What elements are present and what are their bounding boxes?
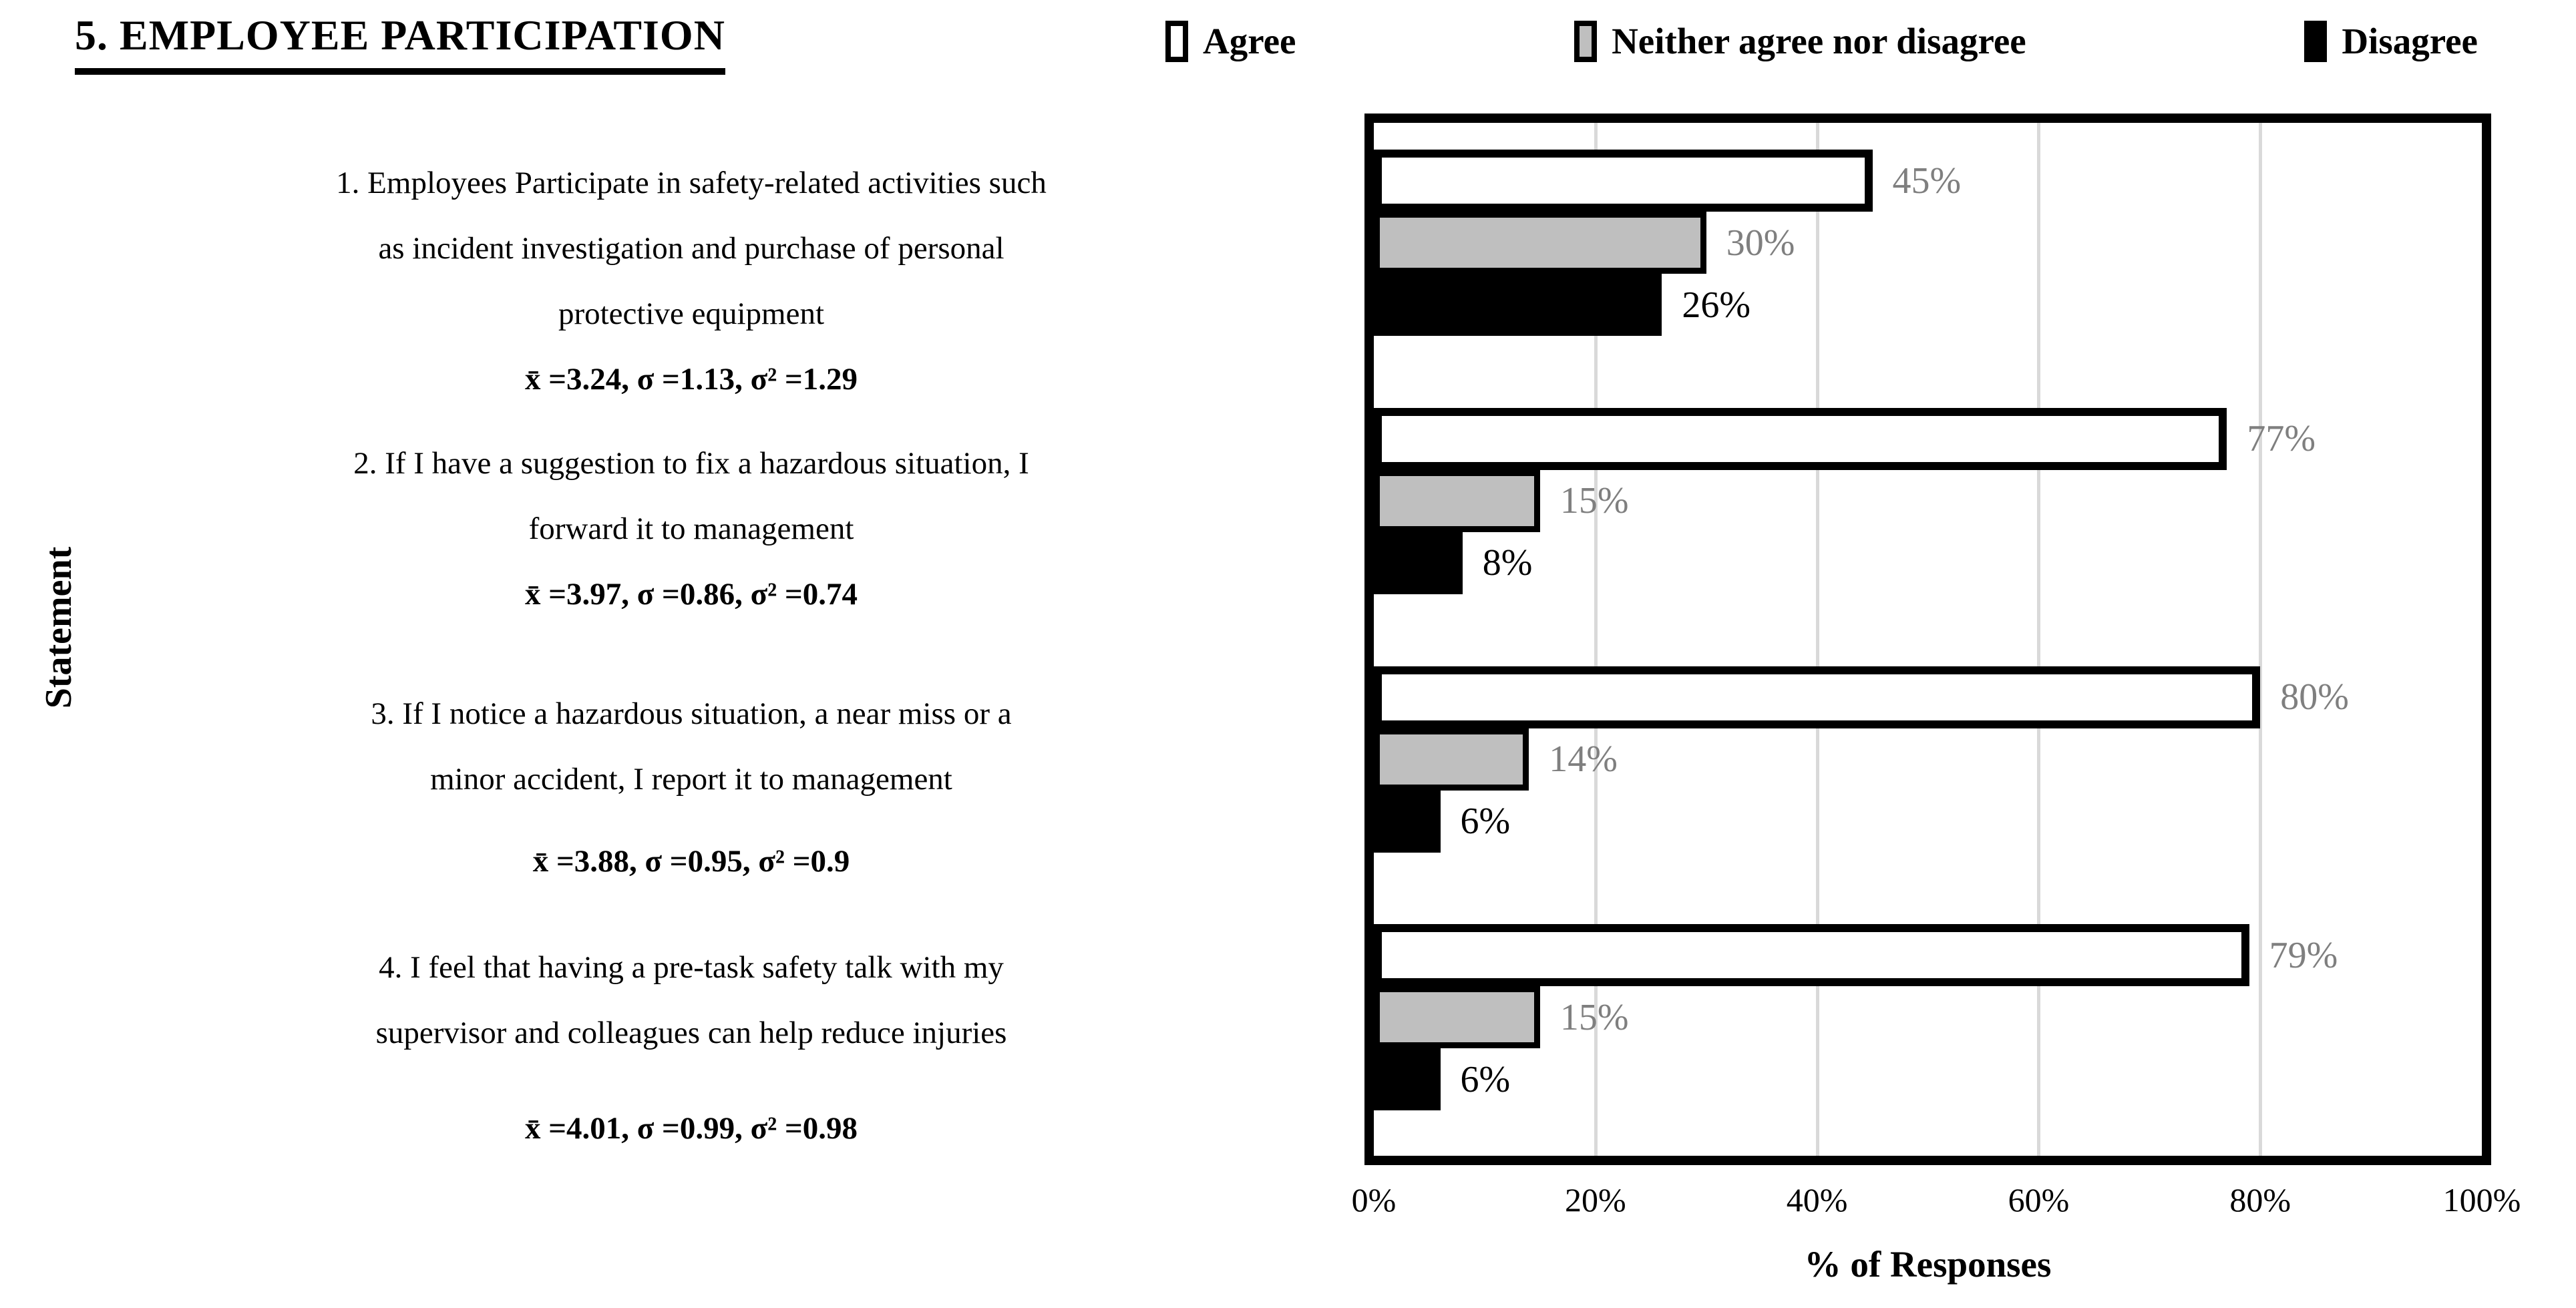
bar-row: 14% — [1374, 728, 2482, 791]
legend-item-0: Agree — [1165, 20, 1296, 62]
legend-item-1: Neither agree nor disagree — [1574, 20, 2026, 62]
x-axis-tick-0pct: 0% — [1351, 1181, 1397, 1219]
statement-line: minor accident, I report it to managemen… — [430, 762, 952, 797]
bar-value-label: 26% — [1682, 284, 1751, 326]
bar-value-label: 30% — [1726, 222, 1795, 264]
bar-row: 80% — [1374, 666, 2482, 728]
bar-agree-1 — [1374, 150, 1873, 212]
legend-label: Agree — [1203, 21, 1296, 61]
legend-swatch-icon — [1574, 20, 1598, 62]
legend-swatch-icon — [2304, 20, 2328, 62]
bar-value-label: 6% — [1460, 801, 1511, 842]
statement-line: protective equipment — [558, 296, 825, 331]
bar-disagree-1 — [1374, 274, 1662, 336]
bar-agree-4 — [1374, 924, 2249, 987]
plot-area: 45% 30% 26% 77% 15% 8% 80% 14% 6% 79% 15% 6% — [1364, 114, 2491, 1165]
x-axis: 0% 20% 40% 60% 80% 100% — [1352, 1180, 2521, 1234]
statement-line: supervisor and colleagues can help reduc… — [375, 1016, 1007, 1050]
statement-stats: x̄ =3.97, σ =0.86, σ² =0.74 — [524, 577, 858, 612]
bar-group-3: 80% 14% 6% — [1374, 640, 2482, 898]
bar-group-2: 77% 15% 8% — [1374, 381, 2482, 640]
statement-line: 4. I feel that having a pre-task safety … — [379, 950, 1004, 985]
x-axis-tick-80pct: 80% — [2229, 1181, 2291, 1219]
statement-line: 1. Employees Participate in safety-relat… — [336, 166, 1047, 200]
bar-group-1: 45% 30% 26% — [1374, 123, 2482, 381]
bar-disagree-4 — [1374, 1048, 1441, 1111]
bar-row: 30% — [1374, 212, 2482, 274]
bar-row: 15% — [1374, 469, 2482, 532]
bar-disagree-2 — [1374, 531, 1463, 594]
legend-item-2: Disagree — [2304, 20, 2478, 62]
bar-value-label: 45% — [1892, 160, 1962, 202]
x-axis-tick-100pct: 100% — [2442, 1181, 2521, 1219]
legend-swatch-icon — [1165, 20, 1188, 62]
statement-line: as incident investigation and purchase o… — [378, 231, 1004, 266]
gridline-60 — [2037, 123, 2041, 1156]
bar-row: 6% — [1374, 790, 2482, 853]
chart-title: 5. EMPLOYEE PARTICIPATION — [75, 11, 725, 75]
x-axis-tick-20pct: 20% — [1564, 1181, 1626, 1219]
bar-disagree-3 — [1374, 790, 1441, 853]
statement-block-1: 1. Employees Participate in safety-relat… — [37, 150, 1346, 412]
bar-neither-agree-nor-disagree-1 — [1374, 212, 1706, 274]
legend: Agree Neither agree nor disagree Disagree — [1165, 20, 2478, 62]
bar-neither-agree-nor-disagree-4 — [1374, 986, 1540, 1049]
statement-block-2: 2. If I have a suggestion to fix a hazar… — [37, 431, 1346, 627]
bar-value-label: 80% — [2280, 676, 2349, 718]
statement-stats: x̄ =4.01, σ =0.99, σ² =0.98 — [524, 1111, 858, 1146]
plot-inner: 45% 30% 26% 77% 15% 8% 80% 14% 6% 79% 15% 6% — [1374, 123, 2482, 1156]
bar-row: 8% — [1374, 531, 2482, 594]
statement-line: 2. If I have a suggestion to fix a hazar… — [353, 446, 1029, 481]
bar-row: 79% — [1374, 924, 2482, 987]
gridline-40 — [1815, 123, 1819, 1156]
statement-line: forward it to management — [528, 511, 854, 546]
statement-stats: x̄ =3.24, σ =1.13, σ² =1.29 — [524, 362, 858, 397]
bar-value-label: 14% — [1549, 738, 1618, 780]
bar-value-label: 79% — [2269, 934, 2338, 976]
statement-block-3: 3. If I notice a hazardous situation, a … — [37, 681, 1346, 894]
x-axis-label: % of Responses — [1804, 1244, 2052, 1285]
bar-value-label: 8% — [1482, 542, 1533, 584]
statement-labels-column: 1. Employees Participate in safety-relat… — [37, 0, 1346, 1308]
statement-stats: x̄ =3.88, σ =0.95, σ² =0.9 — [532, 844, 850, 879]
statement-line: 3. If I notice a hazardous situation, a … — [371, 696, 1012, 731]
bar-neither-agree-nor-disagree-3 — [1374, 728, 1529, 791]
gridline-20 — [1594, 123, 1598, 1156]
legend-label: Neither agree nor disagree — [1612, 21, 2026, 61]
bar-row: 77% — [1374, 407, 2482, 470]
bar-value-label: 6% — [1460, 1058, 1511, 1100]
bar-agree-3 — [1374, 666, 2261, 728]
bar-row: 45% — [1374, 150, 2482, 212]
bar-value-label: 77% — [2247, 418, 2316, 460]
bar-row: 6% — [1374, 1048, 2482, 1111]
statement-block-4: 4. I feel that having a pre-task safety … — [37, 935, 1346, 1161]
bar-group-4: 79% 15% 6% — [1374, 897, 2482, 1156]
x-axis-tick-60pct: 60% — [2008, 1181, 2070, 1219]
x-axis-tick-40pct: 40% — [1786, 1181, 1848, 1219]
gridline-80 — [2259, 123, 2263, 1156]
bar-value-label: 15% — [1559, 480, 1629, 522]
legend-label: Disagree — [2342, 21, 2478, 61]
bar-value-label: 15% — [1559, 996, 1629, 1038]
bar-agree-2 — [1374, 407, 2227, 470]
bar-row: 26% — [1374, 274, 2482, 336]
bar-neither-agree-nor-disagree-2 — [1374, 469, 1540, 532]
bar-row: 15% — [1374, 986, 2482, 1049]
